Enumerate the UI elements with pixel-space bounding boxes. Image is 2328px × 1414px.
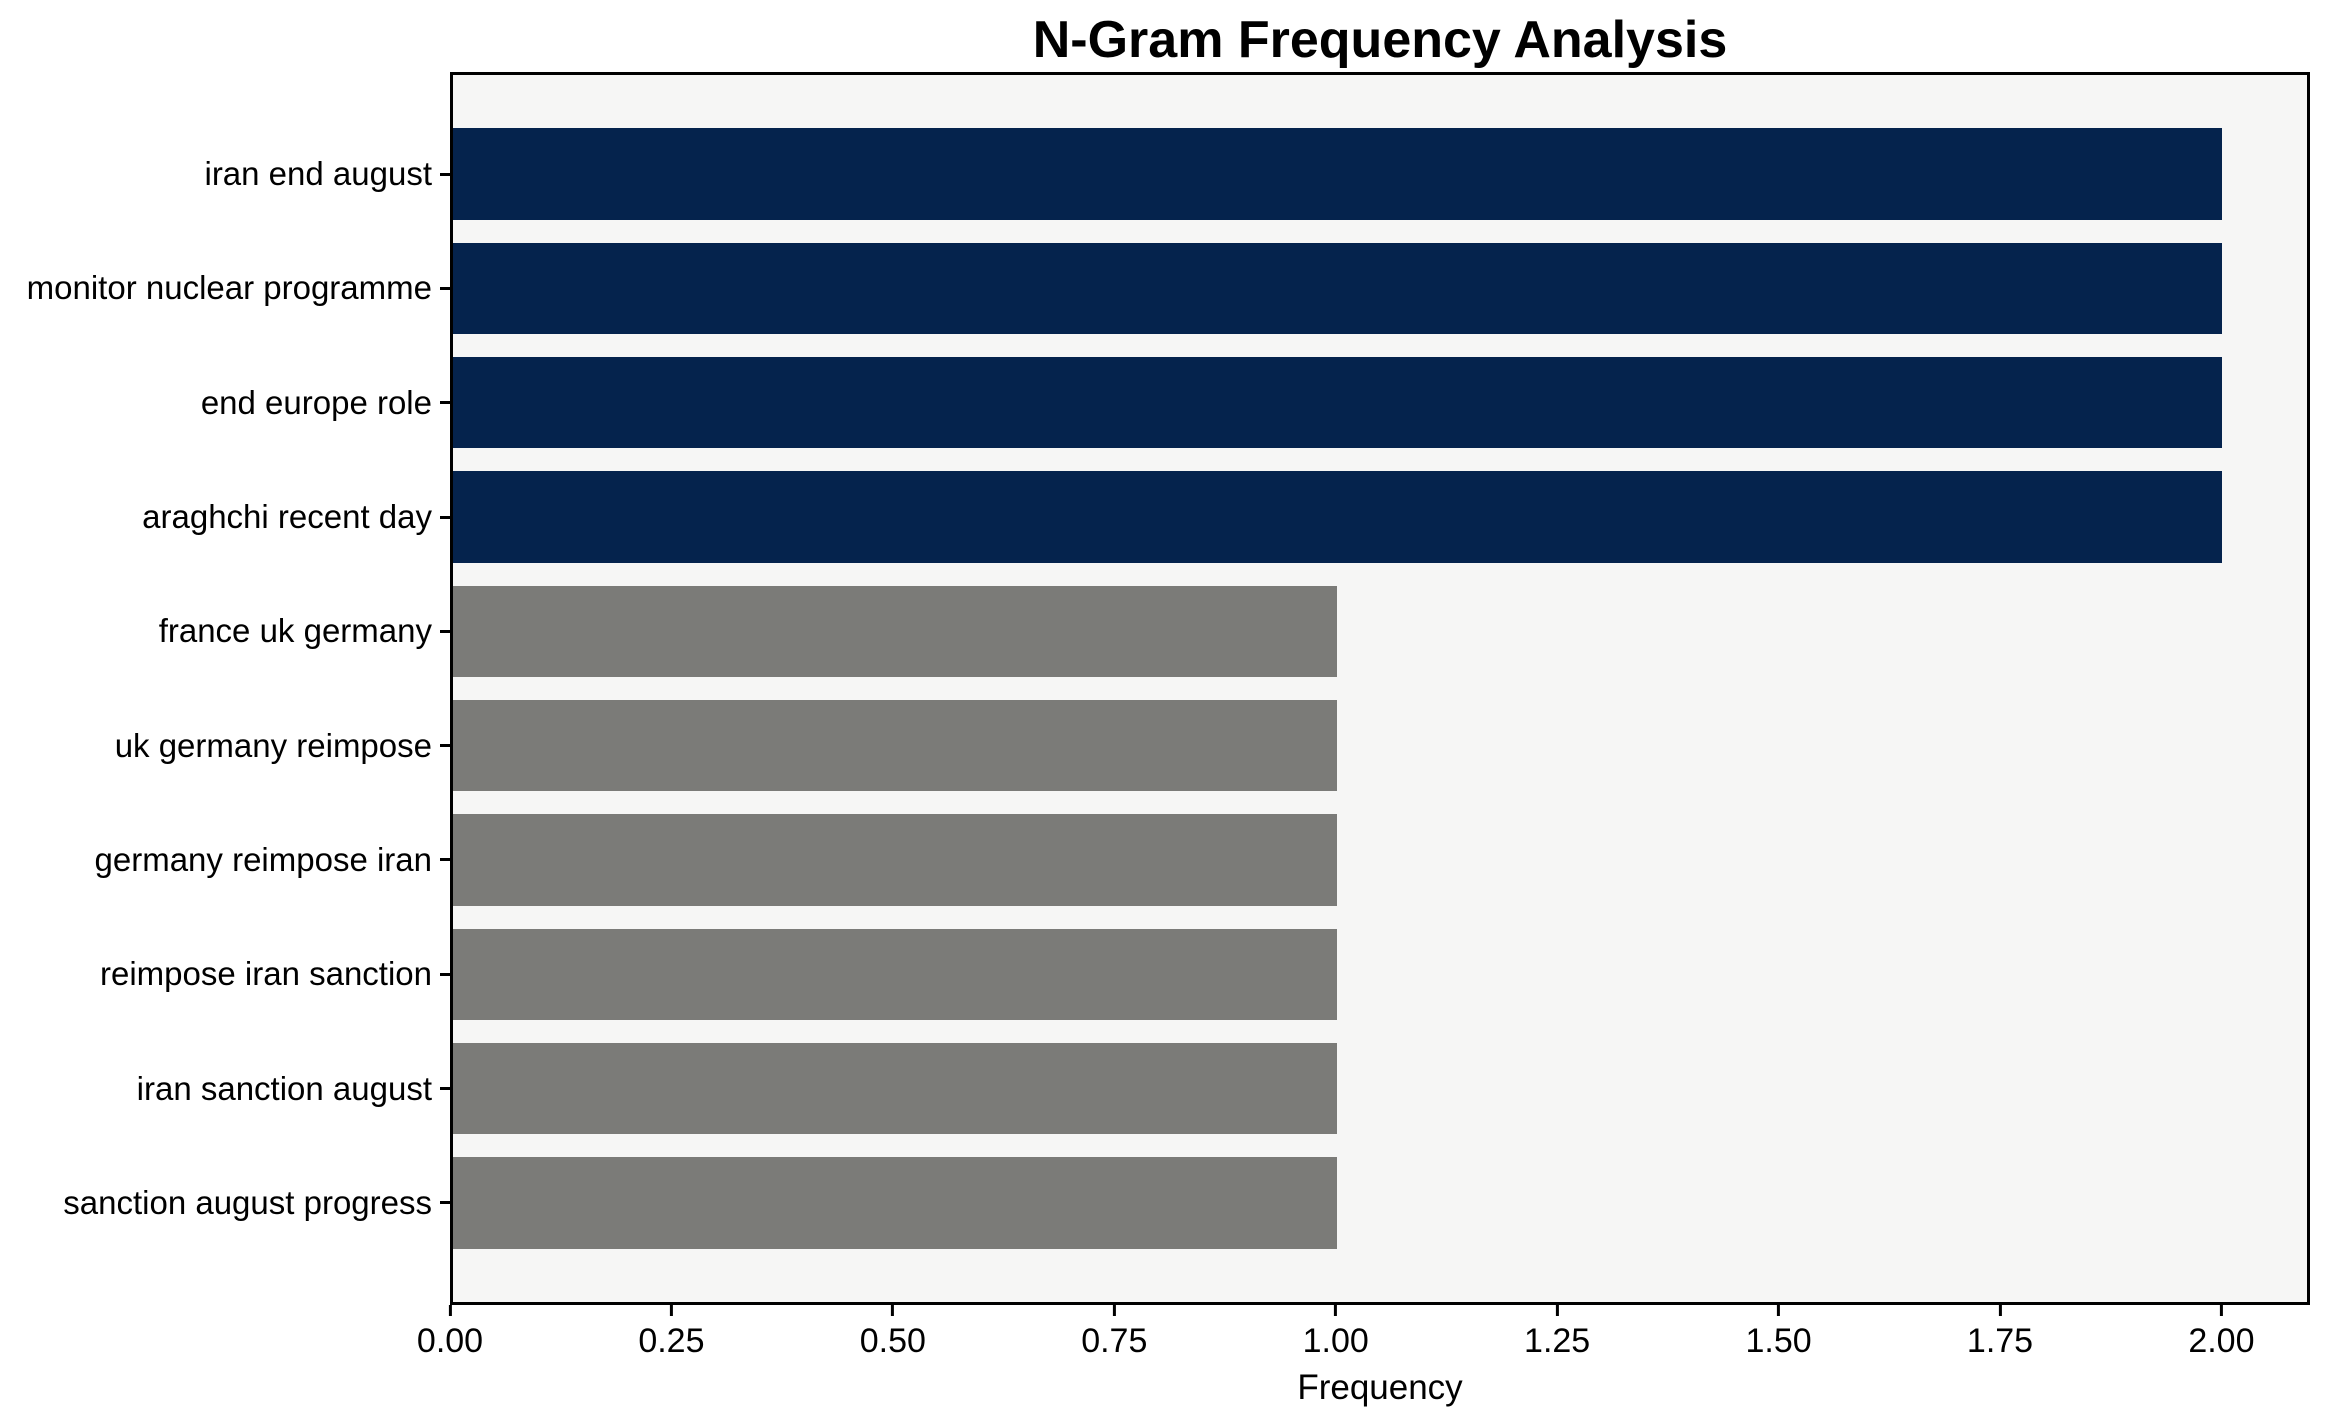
x-axis-title: Frequency [1297, 1368, 1463, 1407]
plot-area [450, 72, 2310, 1305]
y-axis-label: iran end august [204, 155, 432, 193]
y-axis: iran end august monitor nuclear programm… [0, 72, 450, 1305]
x-tick-label: 0.50 [859, 1322, 926, 1360]
y-label-row: iran sanction august [0, 1031, 450, 1145]
bar-reimpose-iran-sanction [453, 928, 1338, 1020]
bar-row [453, 1031, 2310, 1145]
x-tick-label: 1.75 [1966, 1322, 2034, 1360]
y-label-row: france uk germany [0, 574, 450, 688]
bar-germany-reimpose-iran [453, 814, 1338, 906]
bar-uk-germany-reimpose [453, 699, 1338, 792]
y-tick-mark [440, 1087, 450, 1091]
x-tick-mark [1998, 1305, 2002, 1316]
x-tick-label: 2.00 [2188, 1322, 2255, 1360]
y-label-row: germany reimpose iran [0, 803, 450, 917]
bar-sanction-august-progress [453, 1157, 1338, 1249]
y-tick-mark [440, 858, 450, 862]
bar-end-europe-role [453, 357, 2222, 449]
chart-title: N-Gram Frequency Analysis [1032, 11, 1728, 69]
x-tick: 1.50 [1745, 1305, 1812, 1361]
y-tick-mark [440, 172, 450, 176]
bar-rows [450, 72, 2310, 1305]
y-axis-label: araghchi recent day [142, 498, 432, 536]
bar-row [453, 917, 2310, 1031]
y-label-row: monitor nuclear programme [0, 231, 450, 345]
y-tick-mark [440, 629, 450, 633]
bar-monitor-nuclear-programme [453, 242, 2222, 335]
bar-row [453, 803, 2310, 917]
bar-iran-sanction-august [453, 1042, 1338, 1135]
x-tick-mark [1777, 1305, 1781, 1316]
x-tick-label: 0.75 [1081, 1322, 1148, 1360]
y-label-row: uk germany reimpose [0, 688, 450, 802]
x-tick-label: 1.00 [1302, 1322, 1369, 1360]
y-axis-label: reimpose iran sanction [100, 955, 432, 993]
x-tick: 0.25 [638, 1305, 705, 1361]
x-tick-mark [891, 1305, 895, 1316]
bar-row [453, 460, 2310, 574]
x-tick-mark [1555, 1305, 1559, 1316]
y-label-row: end europe role [0, 346, 450, 460]
y-label-row: iran end august [0, 117, 450, 231]
y-label-row: reimpose iran sanction [0, 917, 450, 1031]
bar-row [453, 574, 2310, 688]
y-tick-mark [440, 286, 450, 290]
x-tick: 0.50 [860, 1305, 926, 1361]
y-axis-label: uk germany reimpose [114, 726, 432, 764]
y-axis-label: germany reimpose iran [94, 840, 432, 878]
bar-araghchi-recent-day [453, 471, 2222, 563]
x-tick-label: 1.25 [1524, 1322, 1591, 1360]
y-axis-label: france uk germany [158, 612, 432, 650]
bar-row [453, 117, 2310, 231]
y-axis-label: iran sanction august [136, 1069, 432, 1107]
x-tick: 0.75 [1081, 1305, 1147, 1361]
x-tick-label: 0.25 [638, 1322, 705, 1360]
x-tick: 2.00 [2188, 1305, 2255, 1361]
x-tick-label: 1.50 [1745, 1322, 1812, 1360]
x-tick-mark [669, 1305, 673, 1316]
y-tick-mark [440, 744, 450, 748]
y-axis-label: sanction august progress [63, 1183, 432, 1221]
y-tick-mark [440, 972, 450, 976]
x-tick-mark [2219, 1305, 2223, 1316]
x-tick-label: 0.00 [416, 1322, 484, 1360]
y-label-row: sanction august progress [0, 1146, 450, 1260]
x-tick-mark [448, 1305, 452, 1316]
y-tick-mark [440, 515, 450, 519]
x-tick-mark [1112, 1305, 1116, 1316]
bar-iran-end-august [453, 128, 2222, 220]
bar-row [453, 346, 2310, 460]
y-tick-mark [440, 401, 450, 405]
x-tick: 0.00 [417, 1305, 483, 1361]
x-tick: 1.00 [1303, 1305, 1369, 1361]
bar-france-uk-germany [453, 585, 1338, 678]
y-tick-mark [440, 1201, 450, 1205]
x-tick-mark [1334, 1305, 1338, 1316]
x-tick: 1.75 [1967, 1305, 2033, 1361]
y-axis-label: monitor nuclear programme [26, 269, 432, 307]
x-axis: 0.00 0.25 0.50 0.75 1.00 1.25 1.50 1.75 … [417, 1305, 2310, 1375]
bar-row [453, 688, 2310, 802]
bar-row [453, 231, 2310, 345]
bar-row [453, 1146, 2310, 1260]
y-axis-label: end europe role [200, 383, 432, 421]
x-tick: 1.25 [1524, 1305, 1590, 1361]
y-label-row: araghchi recent day [0, 460, 450, 574]
